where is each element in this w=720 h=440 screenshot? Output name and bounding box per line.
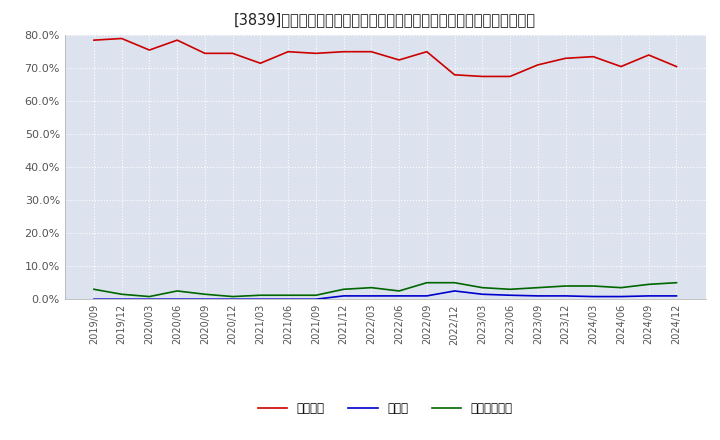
自己資本 bbox=[423, 49, 431, 54]
自己資本 bbox=[201, 51, 210, 56]
自己資本 bbox=[534, 62, 542, 67]
Line: 自己資本: 自己資本 bbox=[94, 38, 677, 77]
のれん bbox=[312, 297, 320, 302]
のれん bbox=[367, 293, 376, 299]
のれん bbox=[145, 297, 154, 302]
自己資本 bbox=[256, 61, 265, 66]
Line: のれん: のれん bbox=[94, 291, 677, 299]
繰延税金資産 bbox=[589, 283, 598, 289]
繰延税金資産 bbox=[312, 293, 320, 298]
のれん bbox=[672, 293, 681, 299]
のれん bbox=[589, 294, 598, 299]
繰延税金資産 bbox=[478, 285, 487, 290]
自己資本 bbox=[561, 55, 570, 61]
のれん bbox=[450, 288, 459, 293]
繰延税金資産 bbox=[228, 294, 237, 299]
繰延税金資産 bbox=[561, 283, 570, 289]
のれん bbox=[644, 293, 653, 299]
自己資本 bbox=[145, 48, 154, 53]
自己資本 bbox=[505, 74, 514, 79]
自己資本 bbox=[589, 54, 598, 59]
自己資本 bbox=[89, 37, 98, 43]
繰延税金資産 bbox=[616, 285, 625, 290]
自己資本 bbox=[478, 74, 487, 79]
のれん bbox=[505, 293, 514, 298]
自己資本 bbox=[339, 49, 348, 54]
のれん bbox=[117, 297, 126, 302]
のれん bbox=[173, 297, 181, 302]
自己資本 bbox=[672, 64, 681, 69]
繰延税金資産 bbox=[395, 288, 403, 293]
自己資本 bbox=[173, 37, 181, 43]
のれん bbox=[284, 297, 292, 302]
繰延税金資産 bbox=[423, 280, 431, 286]
繰延税金資産 bbox=[505, 287, 514, 292]
のれん bbox=[339, 293, 348, 299]
繰延税金資産 bbox=[256, 293, 265, 298]
Line: 繰延税金資産: 繰延税金資産 bbox=[94, 283, 677, 297]
Legend: 自己資本, のれん, 繰延税金資産: 自己資本, のれん, 繰延税金資産 bbox=[253, 397, 518, 420]
繰延税金資産 bbox=[145, 294, 154, 299]
のれん bbox=[478, 292, 487, 297]
自己資本 bbox=[644, 52, 653, 58]
繰延税金資産 bbox=[201, 292, 210, 297]
自己資本 bbox=[117, 36, 126, 41]
のれん bbox=[423, 293, 431, 299]
自己資本 bbox=[284, 49, 292, 54]
のれん bbox=[89, 297, 98, 302]
のれん bbox=[395, 293, 403, 299]
自己資本 bbox=[312, 51, 320, 56]
自己資本 bbox=[616, 64, 625, 69]
のれん bbox=[256, 297, 265, 302]
繰延税金資産 bbox=[284, 293, 292, 298]
のれん bbox=[616, 294, 625, 299]
繰延税金資産 bbox=[534, 285, 542, 290]
繰延税金資産 bbox=[117, 292, 126, 297]
のれん bbox=[534, 293, 542, 299]
繰延税金資産 bbox=[672, 280, 681, 286]
繰延税金資産 bbox=[450, 280, 459, 286]
繰延税金資産 bbox=[173, 288, 181, 293]
繰延税金資産 bbox=[367, 285, 376, 290]
繰延税金資産 bbox=[339, 287, 348, 292]
繰延税金資産 bbox=[644, 282, 653, 287]
自己資本 bbox=[395, 57, 403, 62]
のれん bbox=[201, 297, 210, 302]
自己資本 bbox=[228, 51, 237, 56]
Title: [3839]　自己資本、のれん、繰延税金資産の総資産に対する比率の推移: [3839] 自己資本、のれん、繰延税金資産の総資産に対する比率の推移 bbox=[234, 12, 536, 27]
のれん bbox=[561, 293, 570, 299]
のれん bbox=[228, 297, 237, 302]
自己資本 bbox=[367, 49, 376, 54]
繰延税金資産 bbox=[89, 287, 98, 292]
自己資本 bbox=[450, 72, 459, 77]
